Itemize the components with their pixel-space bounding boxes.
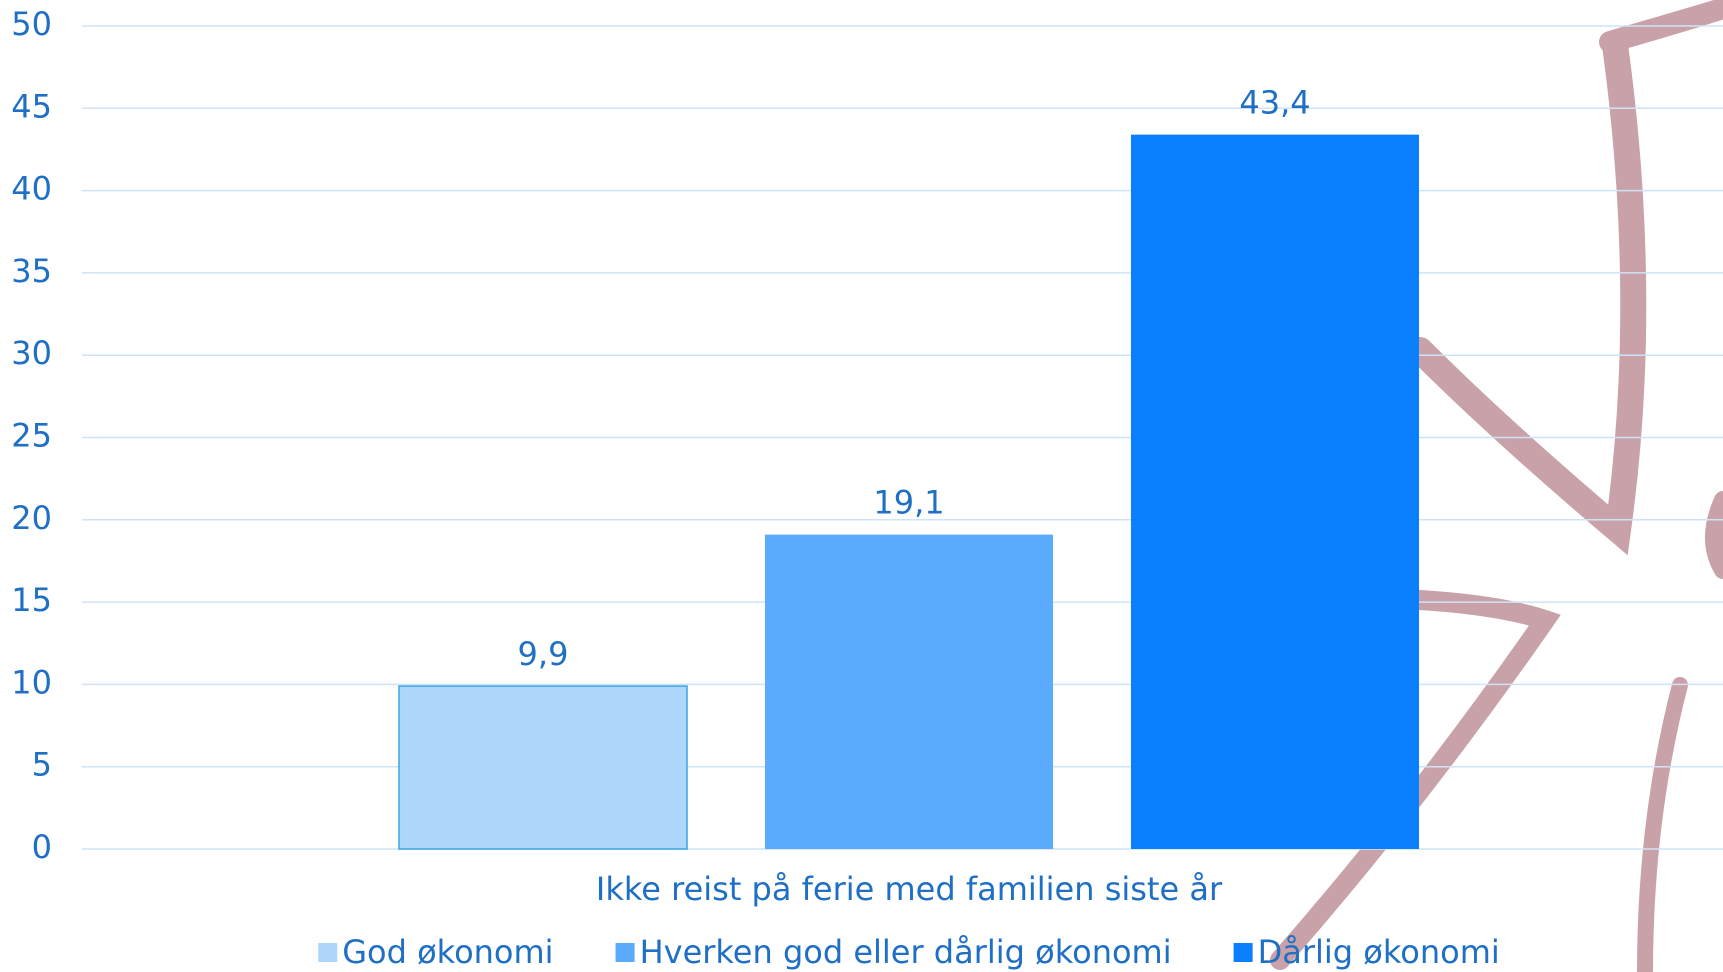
decoration-stroke — [1705, 491, 1723, 579]
y-tick-label: 20 — [11, 499, 52, 537]
legend-label: Dårlig økonomi — [1258, 933, 1500, 971]
background-decoration — [1270, 0, 1723, 972]
value-label: 19,1 — [873, 484, 944, 522]
y-tick-label: 40 — [11, 170, 52, 208]
y-tick-label: 5 — [32, 746, 52, 784]
legend-label: God økonomi — [342, 933, 553, 971]
decoration-stroke — [1599, 0, 1723, 53]
value-label: 9,9 — [518, 635, 569, 673]
y-tick-label: 45 — [11, 87, 52, 125]
y-tick-label: 25 — [11, 417, 52, 455]
decoration-stroke — [1270, 590, 1561, 970]
y-tick-label: 0 — [32, 828, 52, 866]
y-tick-label: 10 — [11, 663, 52, 701]
legend-swatch — [318, 943, 338, 962]
y-tick-label: 30 — [11, 334, 52, 372]
y-tick-label: 35 — [11, 252, 52, 290]
bar — [1131, 134, 1419, 850]
value-label: 43,4 — [1239, 84, 1310, 122]
legend-swatch — [615, 943, 635, 962]
decoration-stroke — [1637, 677, 1688, 972]
legend-label: Hverken god eller dårlig økonomi — [640, 933, 1172, 971]
legend-swatch — [1233, 943, 1253, 962]
y-tick-label: 15 — [11, 581, 52, 619]
bar — [398, 685, 688, 850]
x-axis-label: Ikke reist på ferie med familien siste å… — [596, 870, 1223, 908]
decoration-stroke — [1407, 32, 1647, 556]
y-tick-label: 50 — [11, 5, 52, 43]
bar — [765, 534, 1053, 849]
